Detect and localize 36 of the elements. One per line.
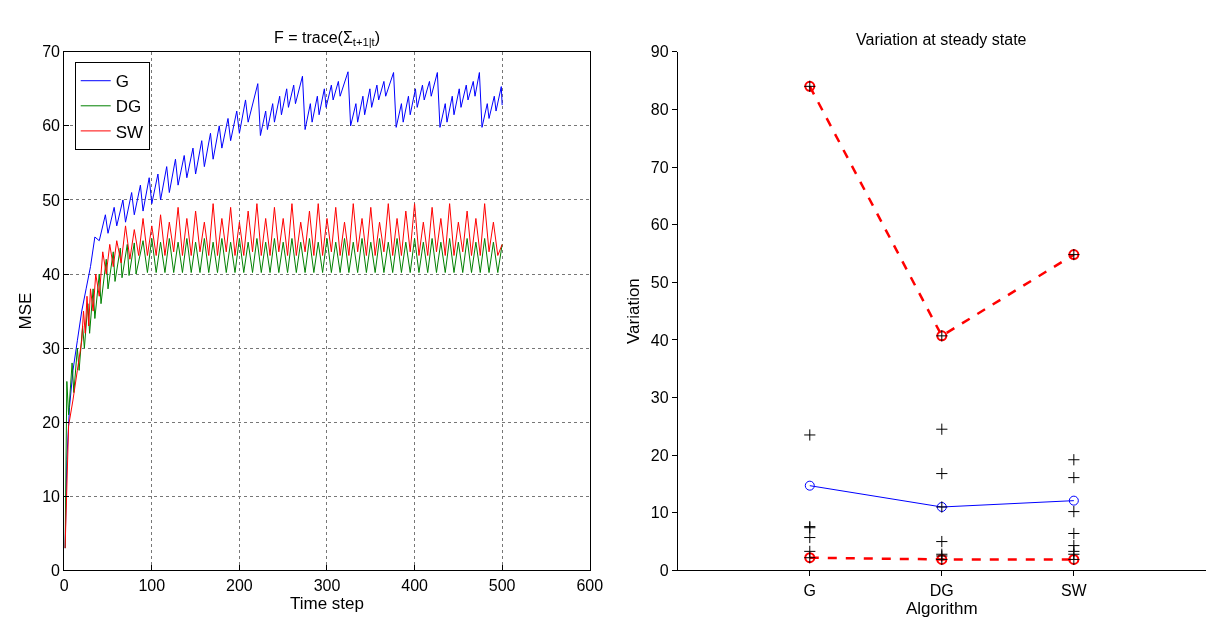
- x-tick-label: SW: [1060, 581, 1088, 599]
- x-tick-label: 300: [313, 576, 341, 594]
- legend-label: SW: [115, 122, 144, 142]
- x-tick-label: 500: [488, 576, 516, 594]
- y-tick-label: 50: [42, 191, 61, 209]
- chart-title: Variation at steady state: [856, 31, 1027, 48]
- x-axis-title: Algorithm: [905, 598, 978, 618]
- y-tick-label: 40: [650, 331, 669, 349]
- y-tick-label: 60: [42, 117, 61, 135]
- y-tick-label: 80: [650, 101, 669, 118]
- y-tick-label: 40: [42, 265, 61, 283]
- y-axis-title: MSE: [15, 292, 35, 330]
- y-tick-label: 10: [42, 487, 61, 505]
- y-tick-label: 30: [42, 339, 61, 357]
- x-tick-label: 400: [401, 576, 429, 594]
- x-tick-label: 600: [576, 576, 604, 594]
- y-tick-label: 50: [650, 273, 669, 291]
- y-tick-label: 60: [650, 216, 669, 234]
- x-tick-label: G: [803, 581, 817, 599]
- y-tick-label: 10: [650, 504, 669, 522]
- x-tick-label: DG: [929, 581, 954, 599]
- y-tick-label: 0: [51, 561, 61, 579]
- legend-label: DG: [115, 97, 142, 117]
- y-axis-title: Variation: [624, 278, 644, 344]
- chart-title: F = trace(Σ$_{t+1|t}$): [274, 29, 381, 49]
- y-tick-label: 20: [650, 446, 669, 464]
- x-axis-title: Time step: [289, 593, 364, 613]
- y-tick-label: 70: [650, 158, 669, 176]
- x-tick-label: 100: [138, 576, 166, 594]
- x-tick-label: 200: [226, 576, 253, 594]
- y-tick-label: 20: [42, 413, 61, 431]
- legend-label: G: [115, 72, 129, 92]
- y-tick-label: 0: [659, 561, 669, 579]
- y-tick-label: 70: [42, 43, 61, 61]
- y-tick-label: 30: [650, 389, 669, 407]
- y-tick-label: 90: [650, 43, 669, 61]
